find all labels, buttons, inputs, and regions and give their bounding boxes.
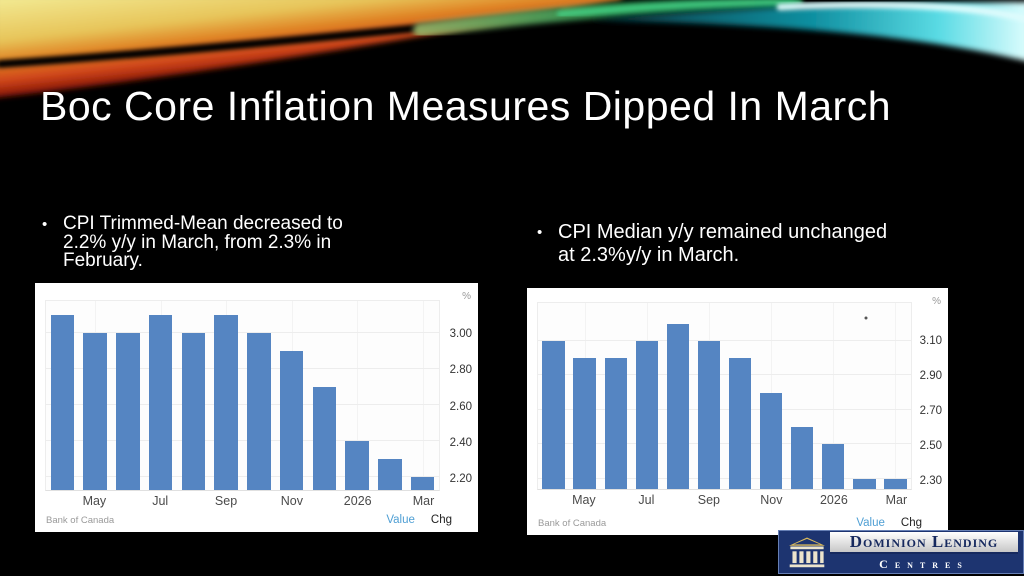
x-tick-label: Mar	[412, 494, 435, 508]
chg-tab[interactable]: Chg	[900, 517, 922, 529]
bar	[822, 444, 845, 489]
bar	[148, 315, 173, 490]
y-tick-label: 3.10	[919, 335, 942, 348]
bullet-median: • CPI Median y/y remained unchanged at 2.…	[537, 221, 957, 266]
x-tick-label: 2026	[343, 494, 372, 508]
chart-footer: Bank of Canada Value Chg	[538, 517, 922, 529]
chg-tab[interactable]: Chg	[430, 514, 452, 526]
bar	[759, 392, 783, 489]
plot-area	[45, 300, 440, 491]
chart-cpi-trimmed-mean: % 2.20 2.40 2.60 2.80 3.00 May Jul Sep Nov 2026 M…	[35, 283, 478, 532]
bar	[410, 477, 435, 490]
bar	[697, 340, 721, 489]
logo-subtitle: Centres	[879, 556, 969, 571]
y-tick-label: 2.40	[449, 436, 472, 449]
logo-text: Dominion Lending Centres	[830, 531, 1018, 573]
bar	[378, 459, 402, 490]
chart-cpi-median: % 2.30 2.50 2.70 2.90 3.10 May Jul Sep Nov 2026 M…	[527, 288, 948, 535]
y-axis-unit: %	[462, 291, 471, 302]
bar	[666, 323, 690, 489]
bar	[116, 333, 140, 490]
plot-area	[537, 302, 912, 490]
bar	[791, 427, 814, 489]
stray-marker-dot	[864, 316, 868, 320]
x-tick-label: Nov	[760, 493, 783, 507]
x-tick-label: May	[82, 494, 107, 508]
chart-source: Bank of Canada	[538, 518, 607, 529]
y-tick-label: 2.80	[449, 364, 472, 377]
y-axis: 2.30 2.50 2.70 2.90 3.10	[912, 302, 942, 490]
slide-title: Boc Core Inflation Measures Dipped In Ma…	[40, 83, 892, 129]
banner-swoosh-graphic	[0, 0, 1024, 160]
dominion-lending-logo: Dominion Lending Centres	[778, 530, 1024, 574]
chart-footer: Bank of Canada Value Chg	[46, 514, 452, 526]
x-tick-label: Nov	[280, 494, 303, 508]
bar	[853, 478, 876, 489]
y-tick-label: 2.50	[919, 439, 942, 452]
bar	[884, 478, 907, 489]
bar	[312, 387, 337, 490]
x-tick-label: 2026	[819, 493, 848, 507]
x-axis: May Jul Sep Nov 2026 Mar	[45, 494, 440, 510]
logo-name-band: Dominion Lending	[830, 531, 1018, 554]
bar	[542, 340, 565, 489]
y-tick-label: 2.20	[449, 473, 472, 486]
bullet-median-text: CPI Median y/y remained unchanged at 2.3%…	[558, 221, 888, 266]
x-tick-label: May	[572, 493, 596, 507]
value-tab[interactable]: Value	[386, 514, 415, 526]
y-axis: 2.20 2.40 2.60 2.80 3.00	[440, 300, 472, 491]
bullet-trimmed-mean: • CPI Trimmed-Mean decreased to 2.2% y/y …	[42, 213, 412, 271]
bar	[635, 340, 658, 489]
bar	[83, 333, 107, 490]
bar	[573, 358, 596, 489]
y-axis-unit: %	[932, 296, 941, 307]
logo-sub-band: Centres	[830, 554, 1018, 573]
bar	[345, 441, 369, 490]
y-tick-label: 2.30	[919, 474, 942, 487]
bullet-marker: •	[42, 216, 48, 233]
value-tab[interactable]: Value	[856, 517, 885, 529]
x-tick-label: Mar	[885, 493, 908, 507]
building-icon	[789, 537, 825, 568]
bullet-marker: •	[537, 224, 543, 241]
chart-source: Bank of Canada	[46, 515, 115, 526]
y-tick-label: 3.00	[449, 327, 472, 340]
logo-name: Dominion Lending	[849, 531, 999, 551]
bar	[279, 351, 304, 490]
bar	[50, 315, 75, 490]
y-tick-label: 2.60	[449, 400, 472, 413]
bar	[728, 358, 752, 489]
x-tick-label: Jul	[638, 493, 655, 507]
bullet-trimmed-mean-text: CPI Trimmed-Mean decreased to 2.2% y/y in…	[63, 213, 343, 271]
x-tick-label: Sep	[697, 493, 720, 507]
y-tick-label: 2.70	[919, 404, 942, 417]
bar	[181, 333, 206, 490]
bar	[214, 315, 238, 490]
x-tick-label: Jul	[152, 494, 169, 508]
x-tick-label: Sep	[214, 494, 238, 508]
x-axis: May Jul Sep Nov 2026 Mar	[537, 493, 912, 509]
bar	[604, 358, 627, 489]
y-tick-label: 2.90	[919, 370, 942, 383]
bar	[247, 333, 271, 490]
